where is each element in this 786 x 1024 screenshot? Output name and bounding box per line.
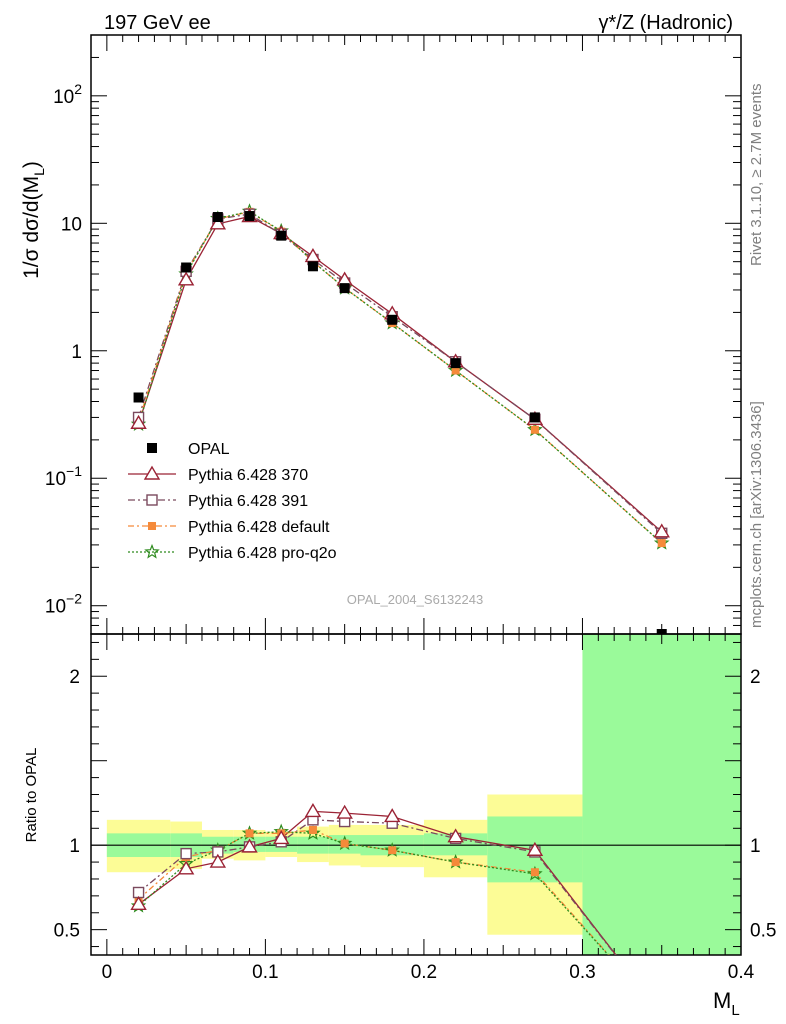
data-point-p370 xyxy=(209,215,227,230)
data-point-p370 xyxy=(130,414,147,429)
main-y-tick-label-exp: −1 xyxy=(66,463,82,479)
data-point-data xyxy=(387,314,398,325)
main-y-tick-label-base: 10 xyxy=(53,87,74,108)
ratio-y-tick-label: 0.5 xyxy=(54,921,80,942)
main-y-tick-label-base: 1 xyxy=(71,342,82,363)
x-tick-label: 0 xyxy=(102,962,113,983)
main-y-axis-label-sub: L xyxy=(31,168,47,176)
main-series-line-p391 xyxy=(137,213,663,534)
ratio-point-p370 xyxy=(526,841,544,856)
ratio-point-pq2o xyxy=(305,825,321,840)
header-left-label: 197 GeV ee xyxy=(104,12,211,34)
ratio-point-pq2o xyxy=(527,865,543,881)
data-point-pdefault xyxy=(530,425,539,434)
data-point-data xyxy=(339,283,350,294)
data-point-data xyxy=(133,392,144,403)
ratio-y-tick-label-right: 1 xyxy=(750,836,761,857)
ratio-point-pdefault xyxy=(530,868,539,877)
main-y-tick-label: 102 xyxy=(53,81,82,108)
x-tick-label: 0.2 xyxy=(411,962,437,983)
ratio-point-pdefault xyxy=(451,858,460,867)
data-point-pdefault xyxy=(657,539,666,548)
main-y-tick-label-exp: −2 xyxy=(66,591,82,607)
main-y-axis-label-text: 1/σ dσ/d(M xyxy=(20,176,43,279)
ratio-y-tick-label-right: 0.5 xyxy=(750,921,776,942)
main-y-tick-label: 10−1 xyxy=(45,463,82,490)
x-tick-label: 0.4 xyxy=(728,962,755,983)
x-axis-label: ML xyxy=(713,988,740,1019)
ratio-point-p370 xyxy=(241,838,258,853)
legend-marker-p391 xyxy=(146,494,158,506)
data-point-data xyxy=(181,262,192,273)
legend-label-p370: Pythia 6.428 370 xyxy=(188,467,308,484)
ratio-y-tick-label-right: 2 xyxy=(750,667,761,688)
legend-marker-pdefault xyxy=(148,522,156,530)
main-y-tick-label-base: 10 xyxy=(45,469,66,490)
data-point-p370 xyxy=(177,271,195,286)
data-point-data xyxy=(450,358,461,369)
x-tick-label: 0.1 xyxy=(252,962,278,983)
x-tick-label: 0.3 xyxy=(569,962,595,983)
ratio-point-pdefault xyxy=(308,825,317,834)
ratio-plot-area xyxy=(91,634,741,955)
legend: OPAL Pythia 6.428 370 Pythia 6.428 391 Pyth… xyxy=(128,441,337,562)
legend-label-pq2o: Pythia 6.428 pro-q2o xyxy=(188,545,337,562)
ratio-series-layer xyxy=(130,803,617,955)
legend-label-p391: Pythia 6.428 391 xyxy=(188,493,308,510)
ratio-point-pdefault xyxy=(245,829,254,838)
ratio-point-pdefault xyxy=(388,846,397,855)
mcplots-label: mcplots.cern.ch [arXiv:1306.3436] xyxy=(748,401,765,628)
main-y-tick-label-base: 10 xyxy=(61,214,82,235)
main-y-axis-label-close: ) xyxy=(20,161,43,168)
data-point-p370 xyxy=(653,523,670,538)
main-y-tick-label-exp: 2 xyxy=(74,81,82,97)
main-series-line-p370 xyxy=(137,215,663,533)
ratio-point-p370 xyxy=(336,804,353,819)
analysis-watermark: OPAL_2004_S6132243 xyxy=(347,592,483,607)
ratio-band-inner xyxy=(582,634,741,955)
ratio-point-pdefault xyxy=(340,839,349,848)
legend-label-data: OPAL xyxy=(188,441,230,458)
x-axis-label-sub: L xyxy=(731,1002,739,1019)
main-series-line-pq2o xyxy=(137,210,663,544)
data-point-data xyxy=(529,412,540,423)
header-right-label: γ*/Z (Hadronic) xyxy=(599,12,733,34)
data-point-data xyxy=(276,230,287,241)
ratio-point-p370 xyxy=(273,830,290,845)
main-series-layer xyxy=(130,203,670,550)
ratio-point-p370 xyxy=(209,853,227,868)
data-point-data xyxy=(244,211,255,222)
ratio-y-axis-label: Ratio to OPAL xyxy=(23,748,40,843)
ratio-point-p370 xyxy=(130,895,147,911)
main-y-tick-label-base: 10 xyxy=(45,597,66,618)
ratio-point-p370 xyxy=(177,860,195,875)
data-point-pdefault xyxy=(451,366,460,375)
legend-marker-p370 xyxy=(143,465,161,480)
main-y-axis-label: 1/σ dσ/d(ML) xyxy=(20,161,47,279)
ratio-point-p370 xyxy=(384,808,401,823)
legend-marker-data xyxy=(147,443,157,453)
ratio-y-tick-label: 1 xyxy=(69,836,80,857)
legend-label-pdefault: Pythia 6.428 default xyxy=(188,519,330,536)
ratio-point-p391 xyxy=(180,847,192,860)
ratio-point-p370 xyxy=(304,803,322,818)
x-axis-label-text: M xyxy=(713,988,731,1013)
legend-marker-pq2o xyxy=(144,543,160,559)
data-point-data xyxy=(212,212,223,223)
main-y-tick-label: 10−2 xyxy=(45,591,82,618)
data-point-data xyxy=(307,261,318,272)
ratio-y-tick-label: 2 xyxy=(69,667,80,688)
rivet-version-label: Rivet 3.1.10, ≥ 2.7M events xyxy=(748,83,765,267)
ratio-point-p370 xyxy=(447,828,464,843)
data-point-data xyxy=(656,629,667,634)
main-y-tick-label: 10 xyxy=(61,214,82,235)
main-y-tick-label: 1 xyxy=(71,342,82,363)
